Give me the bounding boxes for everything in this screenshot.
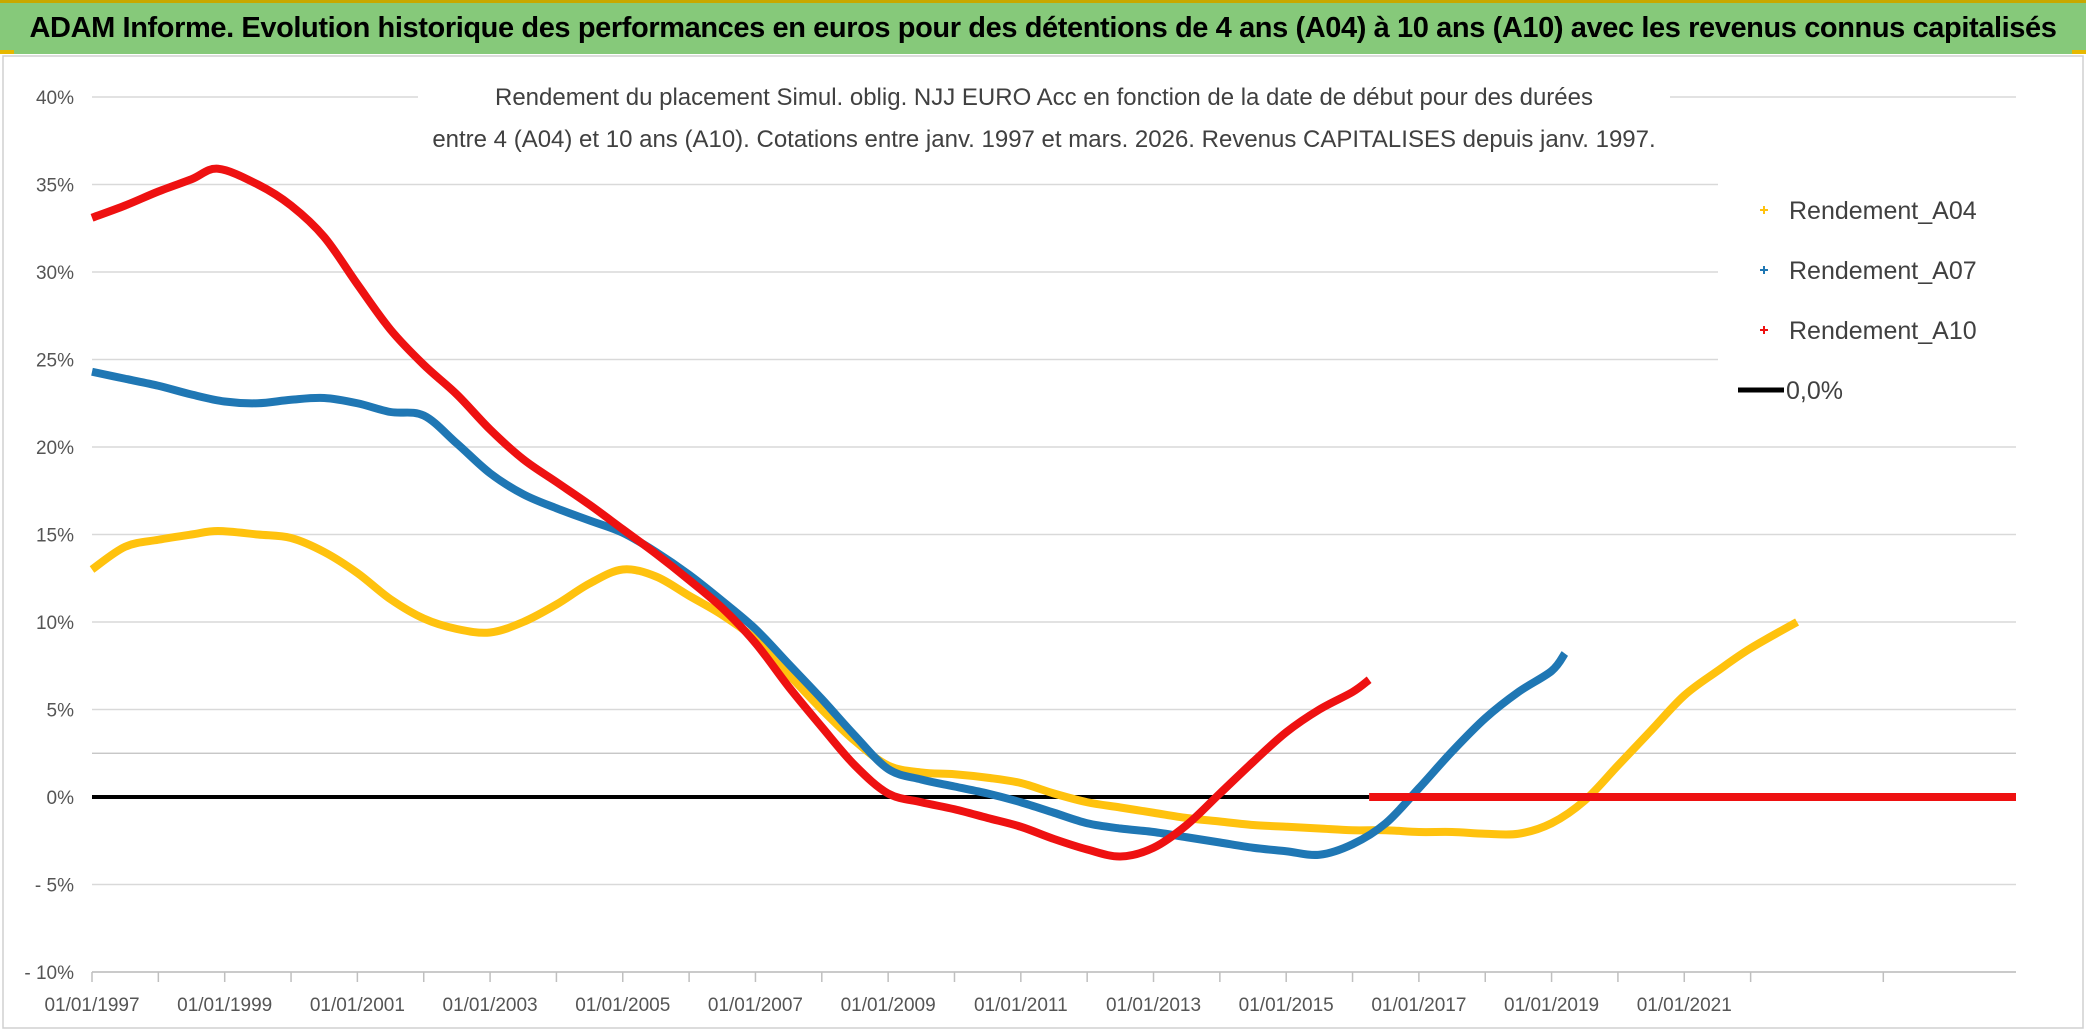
x-tick-label: 01/01/2013 <box>1106 995 1201 1016</box>
y-tick-label: 25% <box>36 351 74 372</box>
banner-corner-right <box>2072 50 2086 54</box>
y-tick-label: 40% <box>36 88 74 109</box>
chart-title: Rendement du placement Simul. oblig. NJJ… <box>418 80 1670 162</box>
banner-corner-left <box>0 50 14 54</box>
chart-title-line-2: entre 4 (A04) et 10 ans (A10). Cotations… <box>432 126 1655 153</box>
x-axis: 01/01/1997 01/01/1999 01/01/2001 01/01/2003… <box>44 971 2016 1016</box>
x-tick-label: 01/01/2007 <box>708 995 803 1016</box>
y-tick-label: 20% <box>36 438 74 459</box>
title-banner: ADAM Informe. Evolution historique des p… <box>0 0 2086 54</box>
y-tick-label: 35% <box>36 176 74 197</box>
y-tick-label: 5% <box>47 701 75 722</box>
x-tick-label: 01/01/2021 <box>1637 995 1732 1016</box>
x-tick-label: 01/01/2005 <box>575 995 670 1016</box>
legend-label: Rendement_A07 <box>1789 257 1977 285</box>
chart-frame <box>2 55 2084 1029</box>
y-axis: 40% 35% 30% 25% 20% 15% 10% 5% 0% - 5% - 10% <box>24 88 74 984</box>
legend-label: Rendement_A04 <box>1789 197 1977 225</box>
y-tick-label: 15% <box>36 526 74 547</box>
x-tick-label: 01/01/2003 <box>443 995 538 1016</box>
series-line-a04 <box>89 527 1800 839</box>
x-tick-label: 01/01/2015 <box>1239 995 1334 1016</box>
series-layer <box>89 164 2016 861</box>
x-tick-label: 01/01/2019 <box>1504 995 1599 1016</box>
legend: Rendement_A04 Rendement_A07 Rendement_A10 0… <box>1718 180 2020 420</box>
legend-swatch-plus <box>1760 206 1768 214</box>
legend-swatch-plus <box>1760 326 1768 334</box>
x-tick-label: 01/01/1999 <box>177 995 272 1016</box>
chart-title-line-1: Rendement du placement Simul. oblig. NJJ… <box>495 84 1593 111</box>
legend-label: 0,0% <box>1786 377 1843 405</box>
x-tick-label: 01/01/2011 <box>974 995 1068 1016</box>
y-tick-label: 10% <box>36 613 74 634</box>
page-title: ADAM Informe. Evolution historique des p… <box>29 12 2057 44</box>
y-tick-label: 30% <box>36 263 74 284</box>
legend-label: Rendement_A10 <box>1789 317 1977 345</box>
x-tick-label: 01/01/2001 <box>310 995 405 1016</box>
legend-swatch-plus <box>1760 266 1768 274</box>
legend-backdrop <box>1718 180 2020 420</box>
x-tick-label: 01/01/1997 <box>44 995 139 1016</box>
y-tick-label: - 10% <box>24 963 74 984</box>
series-line-a07 <box>91 367 1569 859</box>
title-backdrop <box>418 80 1670 162</box>
x-tick-label: 01/01/2017 <box>1371 995 1466 1016</box>
x-tick-label: 01/01/2009 <box>841 995 936 1016</box>
y-tick-label: 0% <box>47 788 75 809</box>
series-line-a10 <box>90 164 1372 861</box>
y-tick-label: - 5% <box>35 876 74 897</box>
